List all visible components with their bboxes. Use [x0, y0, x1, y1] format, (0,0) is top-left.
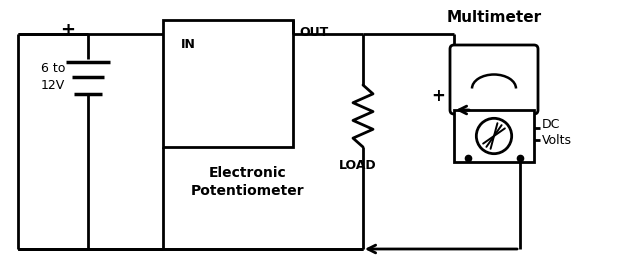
Text: DC
Volts: DC Volts [542, 117, 572, 147]
Text: LOAD: LOAD [339, 159, 377, 172]
Text: +: + [431, 87, 445, 105]
Text: +: + [61, 21, 76, 39]
Bar [454, 110, 534, 162]
Text: OUT: OUT [299, 26, 328, 39]
Text: IN: IN [181, 38, 196, 51]
Bar [163, 20, 293, 147]
Text: Electronic
Potentiometer: Electronic Potentiometer [191, 166, 305, 198]
Circle shape [476, 118, 512, 154]
Text: 6 to
12V: 6 to 12V [41, 62, 65, 92]
FancyBboxPatch shape [450, 45, 538, 114]
Text: Multimeter: Multimeter [446, 9, 541, 24]
